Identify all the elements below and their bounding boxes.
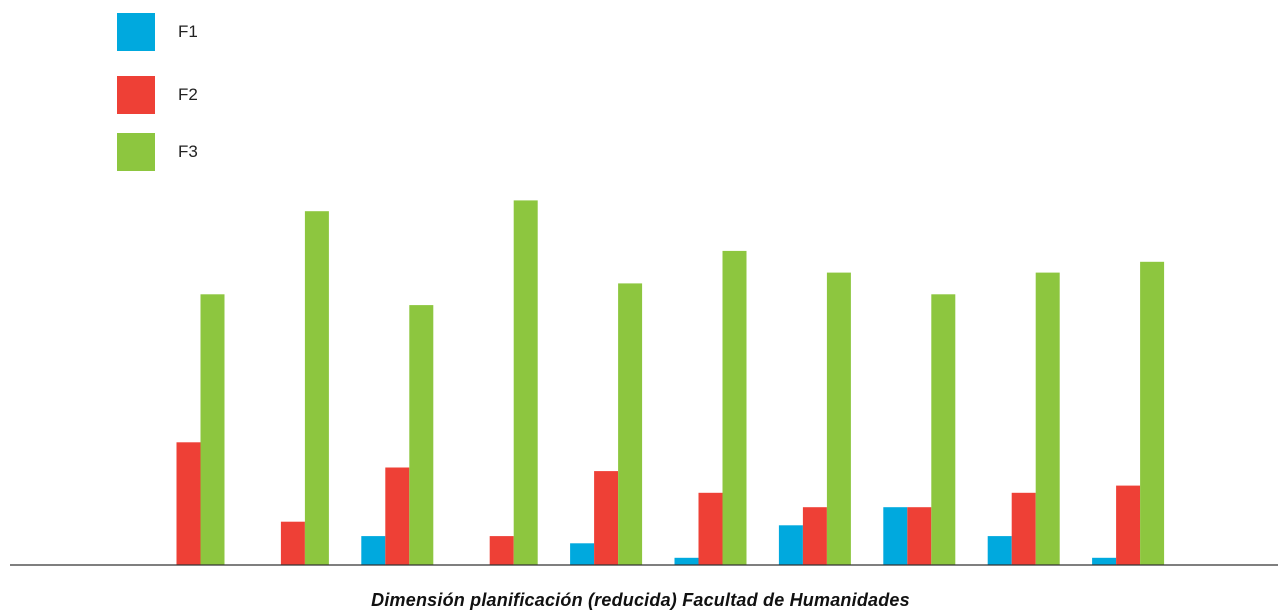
bar-f1-6 xyxy=(674,557,699,565)
bar-f2-4 xyxy=(489,536,514,565)
legend-swatch-f1 xyxy=(117,13,155,51)
bar-f2-8 xyxy=(907,507,932,565)
legend-item-f3: F3 xyxy=(117,133,198,171)
bar-f2-10 xyxy=(1116,485,1141,565)
bar-f3-3 xyxy=(409,305,434,565)
bar-f3-10 xyxy=(1140,261,1165,565)
bar-f3-7 xyxy=(826,272,851,565)
bar-f2-2 xyxy=(280,521,305,565)
bar-f1-9 xyxy=(987,536,1012,565)
bar-f3-8 xyxy=(931,294,956,566)
bar-f3-4 xyxy=(513,200,538,565)
bar-f3-6 xyxy=(722,250,747,565)
bar-f2-3 xyxy=(385,467,410,565)
bar-f3-2 xyxy=(304,211,329,565)
legend-label-f2: F2 xyxy=(178,85,198,104)
legend-item-f2: F2 xyxy=(117,76,198,114)
legend-label-f1: F1 xyxy=(178,22,198,41)
bar-f1-8 xyxy=(883,507,908,565)
legend-swatch-f3 xyxy=(117,133,155,171)
bar-f1-5 xyxy=(570,543,595,565)
bar-f3-1 xyxy=(200,294,225,566)
legend-label-f3: F3 xyxy=(178,142,198,161)
bar-f2-7 xyxy=(802,507,827,565)
bar-f2-6 xyxy=(698,492,723,565)
bar-f1-3 xyxy=(361,536,386,565)
legend-item-f1: F1 xyxy=(117,13,198,51)
bar-f1-10 xyxy=(1092,557,1117,565)
bar-f2-1 xyxy=(176,442,201,565)
bar-f1-7 xyxy=(778,525,803,565)
legend-swatch-f2 xyxy=(117,76,155,114)
bar-f2-5 xyxy=(594,471,619,565)
bar-f3-5 xyxy=(618,283,643,565)
x-axis-label: Dimensión planificación (reducida) Facul… xyxy=(371,590,910,610)
bar-f3-9 xyxy=(1035,272,1060,565)
bar-f2-9 xyxy=(1011,492,1036,565)
